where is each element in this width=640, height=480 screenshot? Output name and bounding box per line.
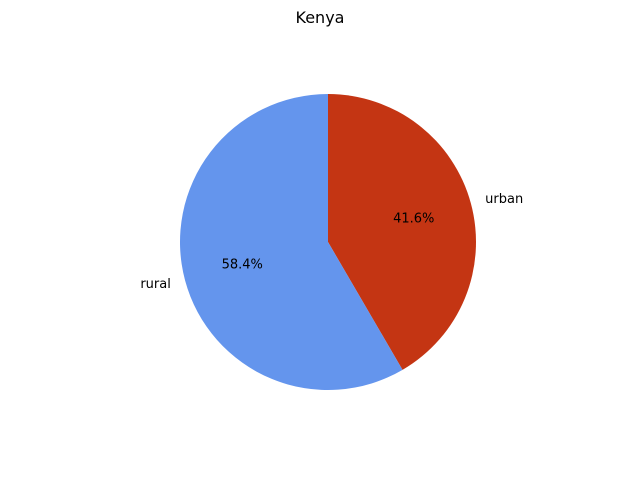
slice-label-rural: rural [140,277,171,292]
pie-labels: urban 41.6% rural 58.4% [140,192,523,292]
chart-title: Kenya [296,8,345,27]
slice-label-urban: urban [485,192,523,207]
percent-label-rural: 58.4% [222,258,263,273]
pie-slice-rural [179,94,403,391]
pie-slice-urban [328,94,476,370]
pie-slices [179,94,476,391]
percent-label-urban: 41.6% [393,211,434,226]
